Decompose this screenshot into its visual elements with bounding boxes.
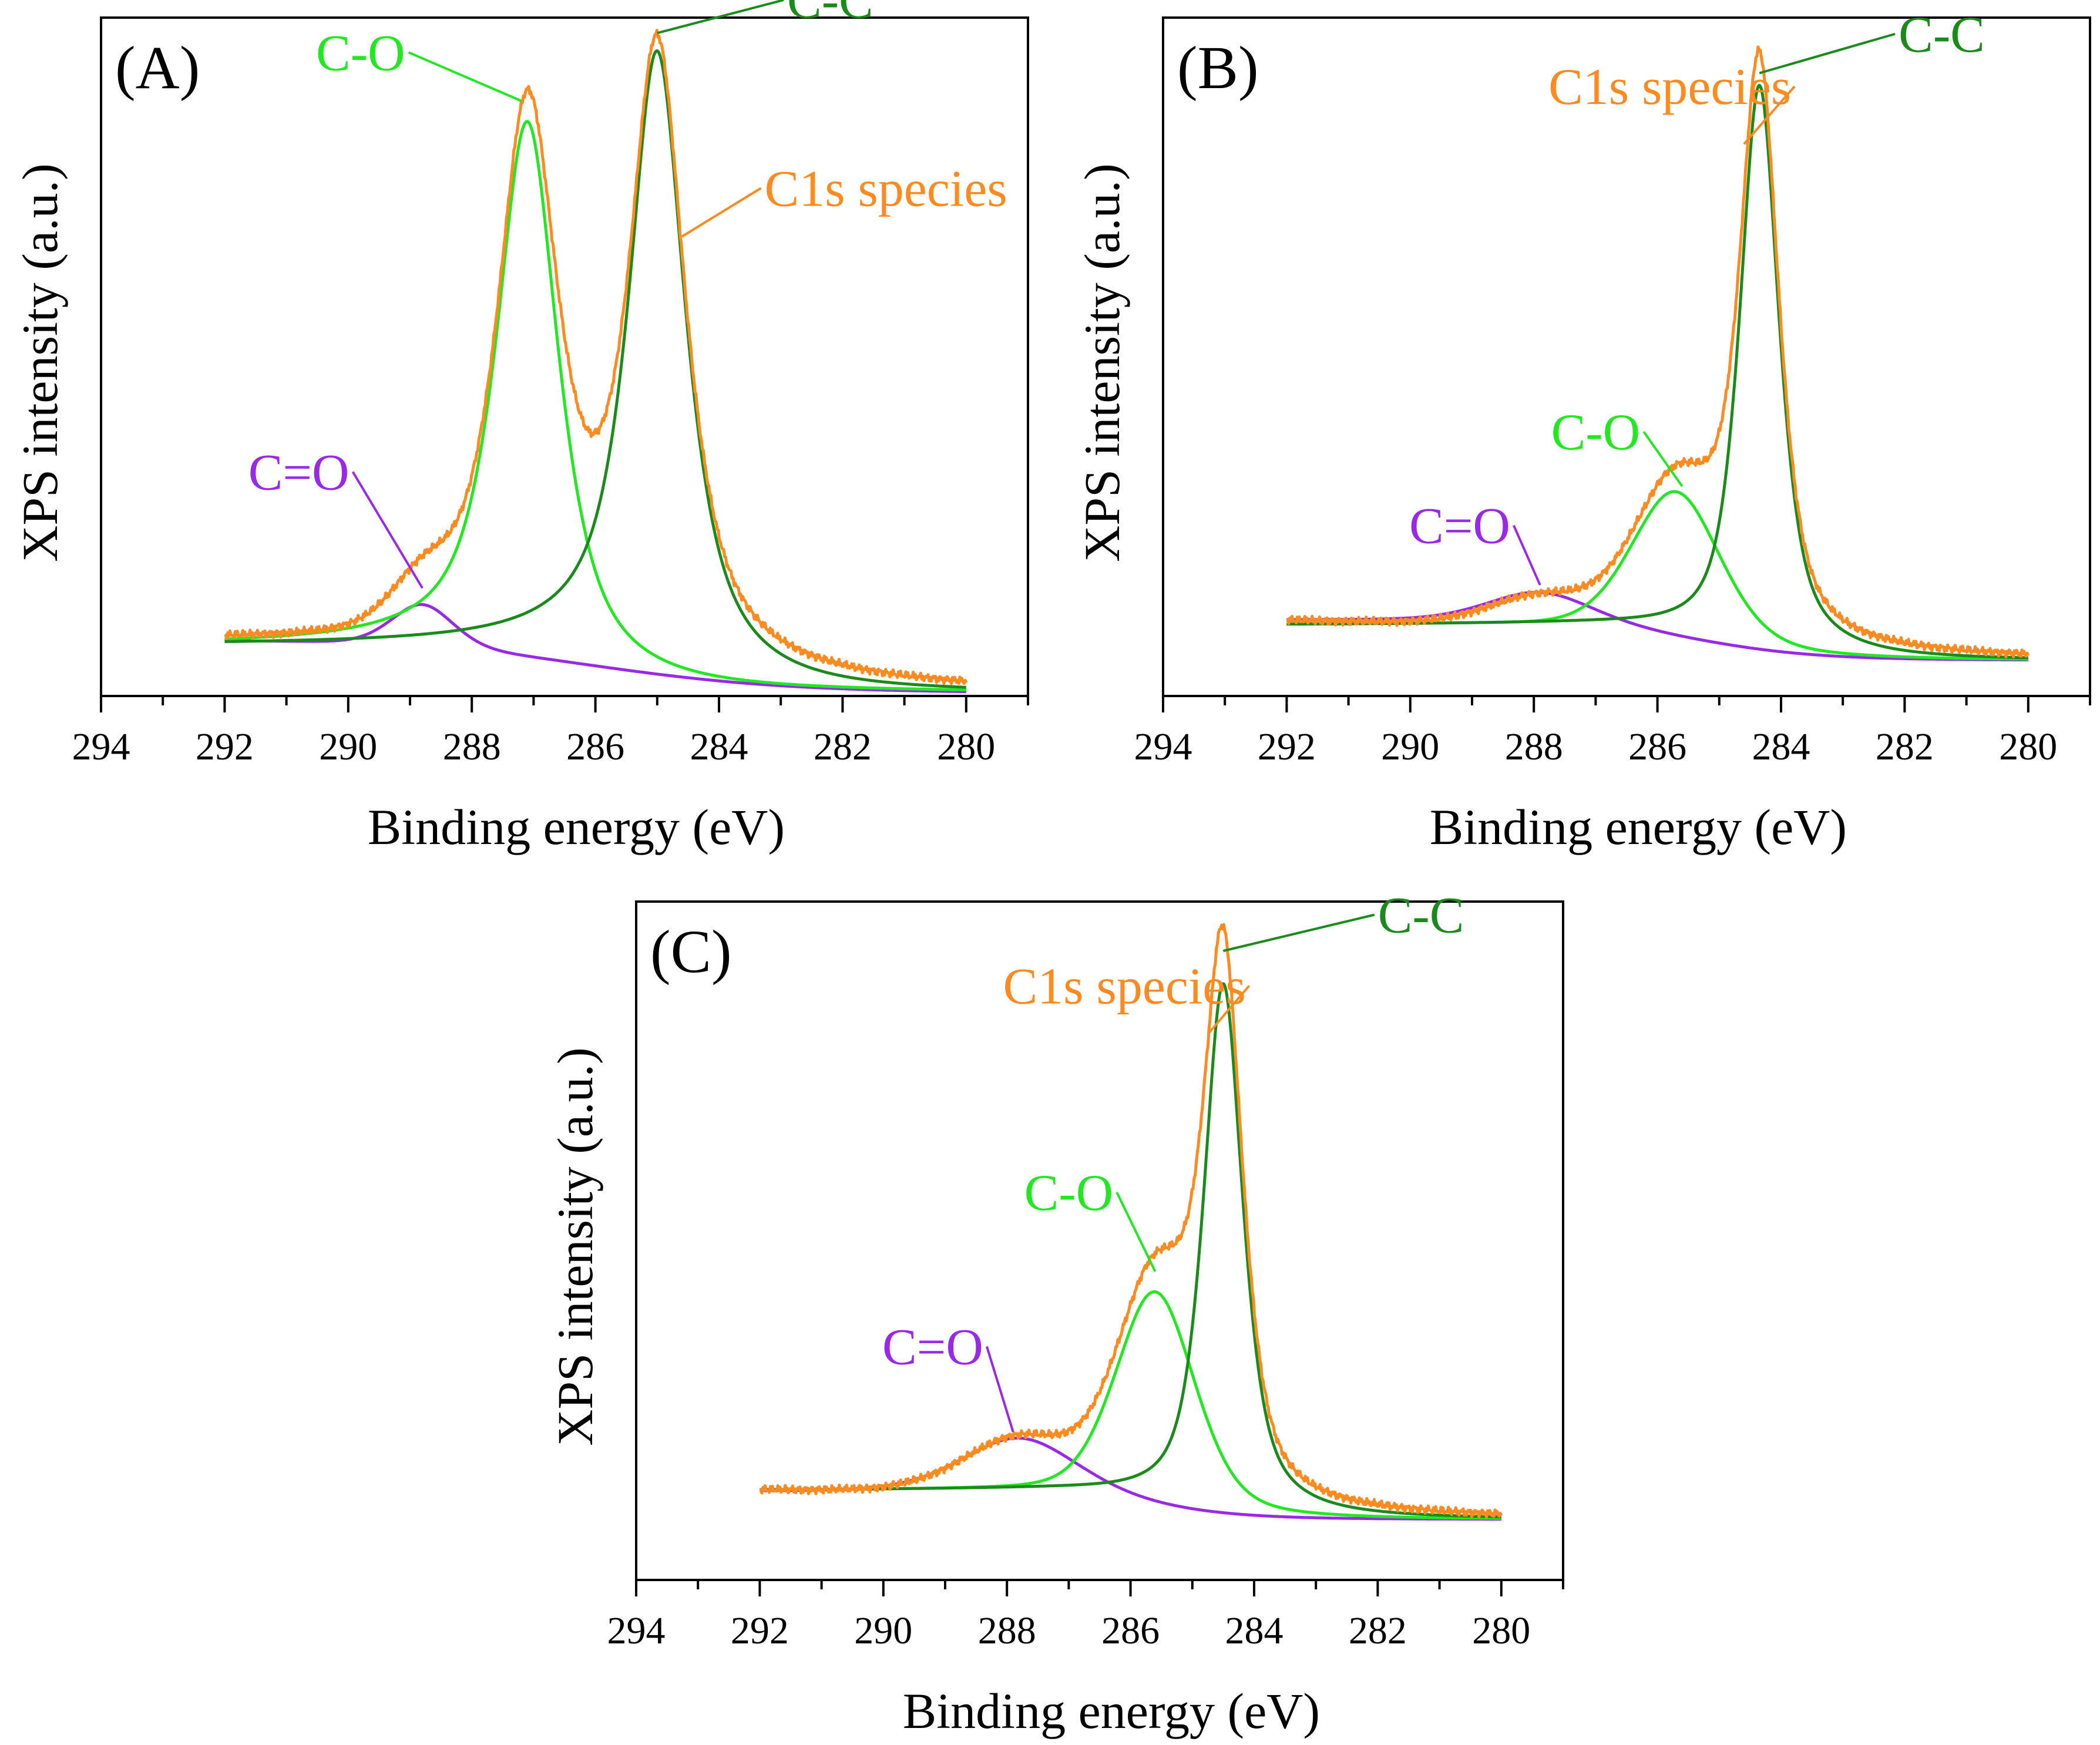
x-tick-label: 290 (1381, 725, 1439, 768)
x-axis-title: Binding energy (eV) (1430, 799, 1847, 855)
annotation-co-label: C-O (1024, 1165, 1114, 1222)
annotation-co-leader (1115, 1192, 1157, 1272)
panel-label: (C) (650, 918, 732, 986)
annotation-c1s-label: C1s species (765, 160, 1007, 217)
panel-label: (B) (1177, 34, 1259, 102)
x-tick-label: 286 (1628, 725, 1686, 768)
panel-2: 294 292 290 288 286 284 282 280 Binding energy (… (547, 887, 1564, 1739)
x-tick-label: 284 (1225, 1609, 1283, 1652)
plot-frame (635, 900, 1564, 1581)
annotation-co-label: C-O (316, 25, 405, 82)
x-tick-label: 290 (319, 725, 377, 768)
plot-frame (100, 16, 1029, 697)
x-tick-label: 282 (814, 725, 872, 768)
x-tick-label: 282 (1349, 1609, 1407, 1652)
x-axis-title: Binding energy (eV) (903, 1683, 1320, 1739)
x-tick-label: 280 (1472, 1609, 1530, 1652)
panel-0: 294 292 290 288 286 284 282 280 Binding energy (… (12, 0, 1029, 855)
series-c1s-line (1286, 45, 2030, 658)
annotation-cc-leader (1222, 913, 1375, 952)
x-tick-label: 292 (1258, 725, 1316, 768)
panel-label: (A) (115, 34, 200, 102)
x-tick-label: 284 (690, 725, 748, 768)
y-axis-title: XPS intensity (a.u.) (547, 1047, 603, 1445)
series-co-line (1286, 490, 2029, 661)
x-tick-label: 288 (443, 725, 501, 768)
annotation-cc-leader (657, 0, 784, 35)
annotation-co-leader (408, 51, 522, 102)
x-axis-title: Binding energy (eV) (368, 799, 785, 855)
x-tick-label: 292 (731, 1609, 789, 1652)
x-tick-label: 292 (196, 725, 254, 768)
annotation-c1s-leader (681, 187, 762, 238)
annotation-coo-leader (1513, 524, 1541, 586)
annotation-coo-leader (985, 1346, 1014, 1433)
annotation-cc-leader (1759, 32, 1896, 75)
x-tick-label: 280 (1999, 725, 2057, 768)
annotation-coo-label: C=O (248, 444, 350, 501)
annotation-c1s-leader (1207, 984, 1251, 1035)
y-axis-title: XPS intensity (a.u.) (12, 163, 68, 562)
annotation-coo-label: C=O (882, 1319, 983, 1376)
annotation-coo-label: C=O (1409, 498, 1510, 555)
annotation-cc-label: C-C (787, 0, 873, 29)
series-c1s-line (759, 923, 1503, 1519)
x-tick-label: 290 (854, 1609, 912, 1652)
annotation-c1s-label: C1s species (1548, 59, 1791, 116)
x-tick-label: 286 (566, 725, 624, 768)
series-cc-line (1286, 83, 2029, 660)
series-cc-line (759, 982, 1502, 1519)
panel-1: 294 292 290 288 286 284 282 280 Binding energy (… (1074, 6, 2091, 855)
series-cc-line (224, 49, 967, 689)
x-tick-label: 294 (607, 1609, 666, 1652)
x-tick-label: 284 (1752, 725, 1810, 768)
x-tick-label: 294 (72, 725, 130, 768)
annotation-cc-label: C-C (1899, 6, 1985, 63)
x-tick-label: 282 (1876, 725, 1934, 768)
x-tick-label: 294 (1134, 725, 1192, 768)
y-axis-title: XPS intensity (a.u.) (1074, 163, 1130, 562)
x-tick-label: 280 (937, 725, 995, 768)
series-co-line (759, 1290, 1502, 1520)
x-tick-label: 288 (978, 1609, 1036, 1652)
x-tick-label: 288 (1505, 725, 1563, 768)
annotation-coo-leader (351, 471, 424, 589)
series-coo-line (1286, 590, 2029, 661)
annotation-co-leader (1642, 431, 1684, 487)
annotation-c1s-label: C1s species (1003, 958, 1246, 1015)
annotation-cc-label: C-C (1378, 887, 1464, 944)
annotation-c1s-leader (1743, 85, 1796, 145)
annotation-co-label: C-O (1551, 404, 1641, 461)
x-tick-label: 286 (1101, 1609, 1160, 1652)
plot-frame (1162, 16, 2091, 697)
series-c1s-line (224, 29, 968, 685)
